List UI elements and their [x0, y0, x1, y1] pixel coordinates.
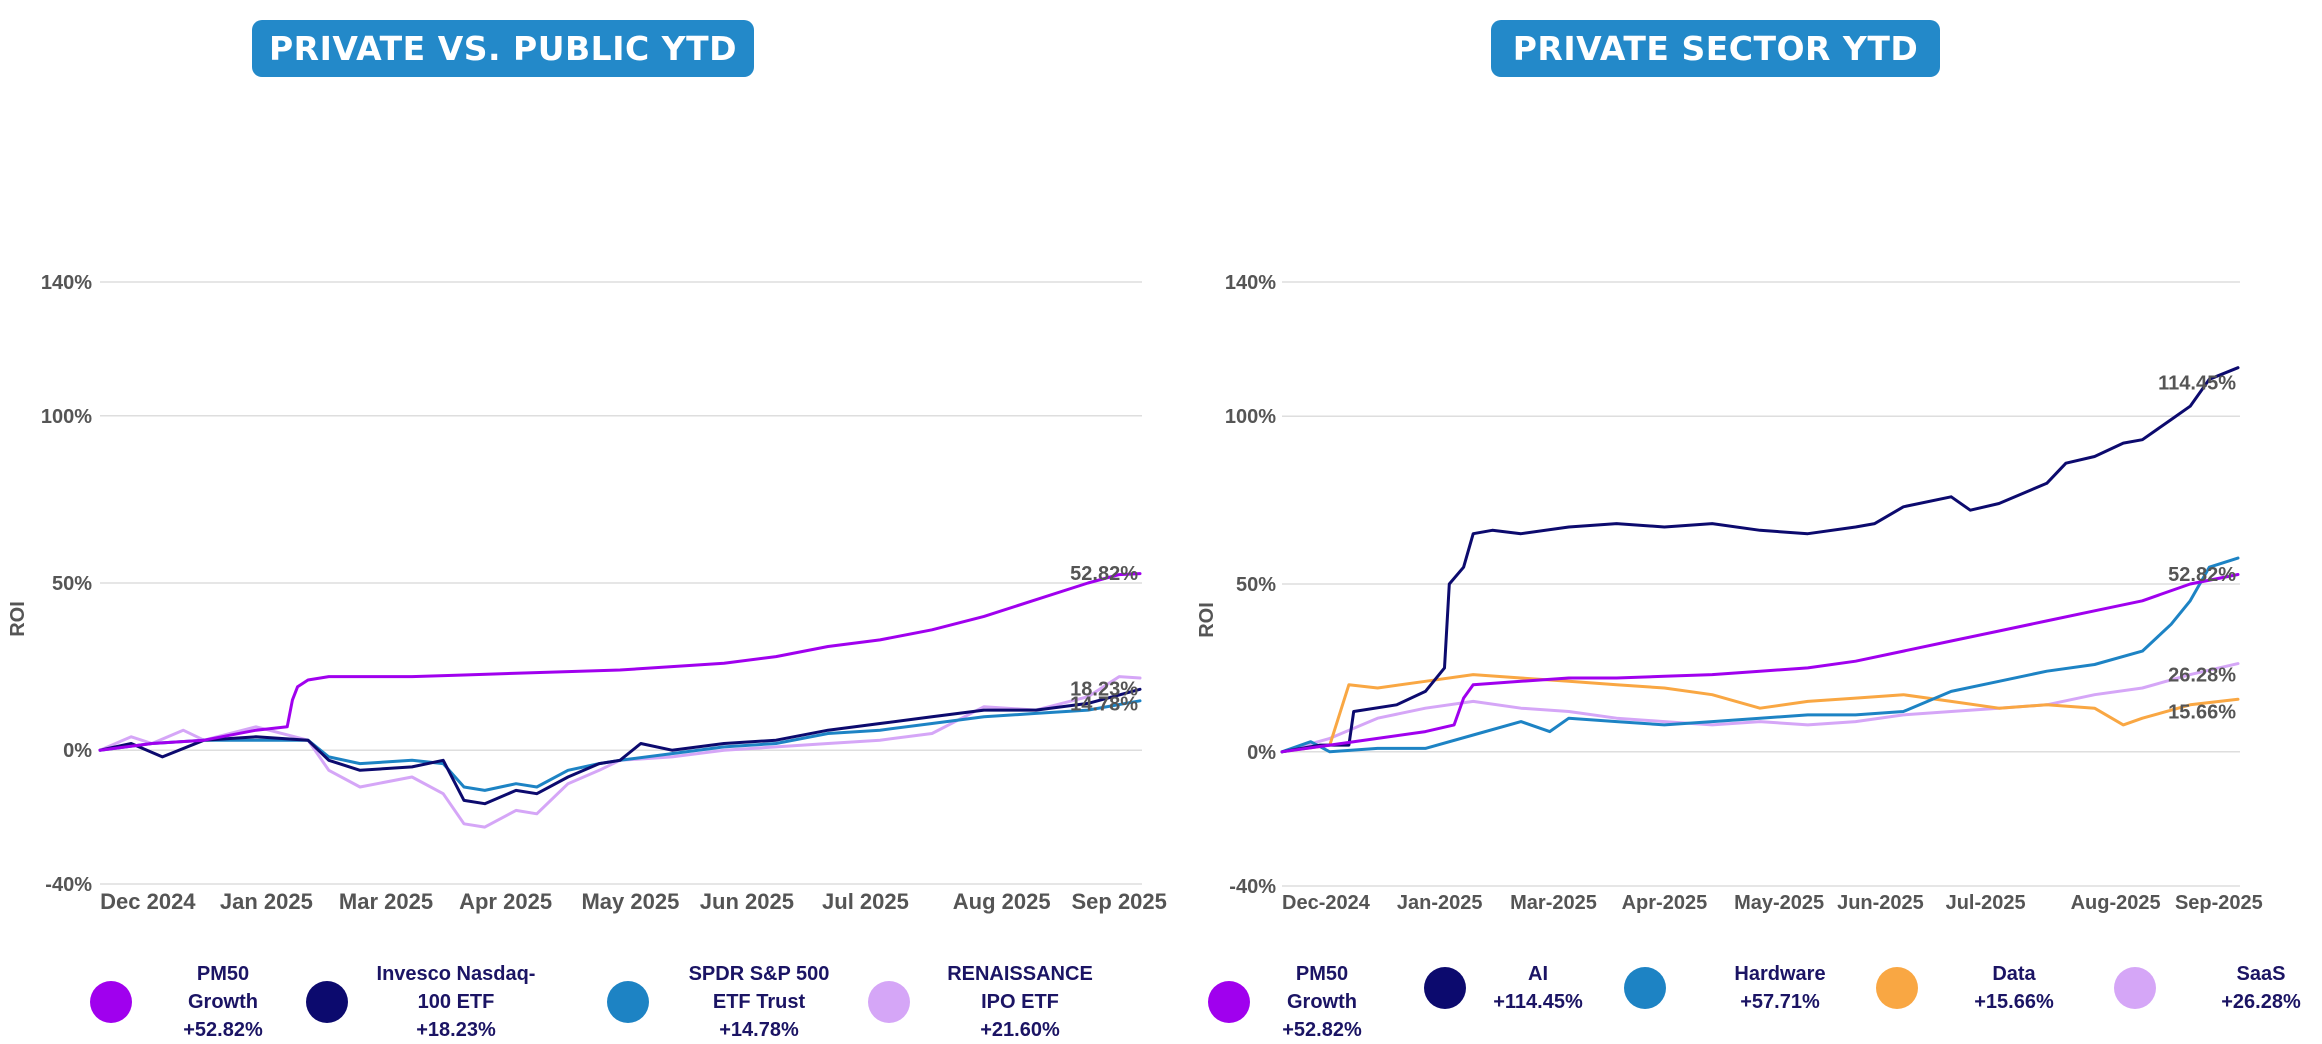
y-tick-label: 50% [1236, 574, 1276, 596]
x-tick-label: Jun-2025 [1837, 892, 1924, 914]
legend-value: +14.78% [719, 1019, 799, 1041]
x-tick-label: Jan-2025 [1397, 892, 1483, 914]
end-value-label: 26.28% [2168, 665, 2236, 687]
legend-left-spdr: SPDR S&P 500 ETF Trust +14.78% [607, 960, 859, 1044]
x-tick-label: Apr-2025 [1622, 892, 1708, 914]
legend-line: Growth [1287, 991, 1357, 1013]
series-line-spdr-s-p-500-etf-trust [98, 699, 1142, 792]
legend-value: +18.23% [416, 1019, 496, 1041]
legend-line: PM50 [1295, 963, 1349, 985]
legend-value: +21.60% [980, 1019, 1060, 1041]
legend-dot [2114, 967, 2156, 1009]
series-line-pm50-growth [98, 572, 1142, 752]
end-value-label: 15.66% [2168, 702, 2236, 724]
series-line-ai [1280, 366, 2240, 754]
x-tick-label: Mar-2025 [1510, 892, 1597, 914]
x-tick-label: Jul 2025 [822, 889, 909, 914]
series-line-saas [1280, 662, 2240, 754]
legend-line: Data [1992, 963, 2036, 985]
legend-line: IPO ETF [981, 991, 1059, 1013]
legend-dot [1624, 967, 1666, 1009]
end-value-label: 52.82% [2168, 564, 2236, 586]
legend-dot [306, 981, 348, 1023]
legend-line: RENAISSANCE [947, 963, 1093, 985]
y-tick-label: -40% [1229, 876, 1276, 898]
y-tick-label: 140% [41, 272, 92, 294]
legend-dot [868, 981, 910, 1023]
legend-right-saas: SaaS +26.28% [2114, 960, 2316, 1016]
legend-line: PM50 [196, 963, 250, 985]
legend-value: +52.82% [1282, 1019, 1362, 1041]
x-tick-label: Sep 2025 [1071, 889, 1166, 914]
y-tick-label: 0% [1247, 742, 1276, 764]
x-tick-label: Jul-2025 [1946, 892, 2026, 914]
legend-right-data: Data +15.66% [1876, 960, 2074, 1016]
legend-right-pm50: PM50 Growth +52.82% [1208, 960, 1382, 1044]
legend-dot [1876, 967, 1918, 1009]
y-tick-label: -40% [45, 874, 92, 896]
series-line-hardware [1280, 556, 2240, 754]
legend-right-hardware: Hardware +57.71% [1624, 960, 1850, 1016]
x-tick-label: May-2025 [1734, 892, 1824, 914]
legend-line: 100 ETF [417, 991, 495, 1013]
legend-left-invesco: Invesco Nasdaq- 100 ETF +18.23% [306, 960, 556, 1044]
left-chart-title: PRIVATE VS. PUBLIC YTD ROI [252, 20, 754, 125]
legend-line: Invesco Nasdaq- [376, 963, 536, 985]
legend-right-ai: AI +114.45% [1424, 960, 1598, 1016]
y-tick-label: 100% [1225, 406, 1276, 428]
y-tick-label: 140% [1225, 272, 1276, 294]
x-tick-label: Jan 2025 [220, 889, 313, 914]
series-line-invesco-nasdaq-100-etf [98, 687, 1142, 806]
right-chart-title: PRIVATE SECTOR YTD ROI [1491, 20, 1940, 125]
legend-value: +15.66% [1974, 991, 2054, 1013]
legend-line: Growth [188, 991, 258, 1013]
legend-dot [90, 981, 132, 1023]
legend-line: ETF Trust [712, 991, 806, 1013]
x-tick-label: Aug-2025 [2071, 892, 2161, 914]
legend-line: SPDR S&P 500 [688, 963, 830, 985]
x-tick-label: May 2025 [581, 889, 679, 914]
end-value-label: 52.82% [1070, 563, 1138, 585]
end-value-label: 114.45% [2158, 373, 2236, 395]
end-value-label: 18.23% [1070, 678, 1138, 700]
y-axis-label: ROI [1196, 602, 1218, 638]
legend-value: +57.71% [1740, 991, 1820, 1013]
series-line-pm50-growth [1280, 573, 2240, 754]
legend-value: +52.82% [183, 1019, 263, 1041]
y-tick-label: 100% [41, 406, 92, 428]
legend-dot [1424, 967, 1466, 1009]
legend-line: SaaS [2236, 963, 2286, 985]
legend-value: +114.45% [1493, 991, 1583, 1013]
x-tick-label: Apr 2025 [459, 889, 552, 914]
x-tick-label: Dec 2024 [100, 889, 196, 914]
x-tick-label: Aug 2025 [953, 889, 1051, 914]
x-tick-label: Mar 2025 [339, 889, 433, 914]
y-tick-label: 0% [63, 740, 92, 762]
series-line-data [1280, 673, 2240, 754]
legend-left-pm50: PM50 Growth +52.82% [90, 960, 308, 1044]
y-axis-label: ROI [7, 601, 29, 637]
legend-dot [607, 981, 649, 1023]
x-tick-label: Jun 2025 [700, 889, 794, 914]
legend-dot [1208, 981, 1250, 1023]
y-tick-label: 50% [52, 573, 92, 595]
end-value-label: 14.78% [1070, 693, 1138, 715]
series-line-renaissance-ipo-etf [98, 675, 1142, 829]
legend-left-renaissance: RENAISSANCE IPO ETF +21.60% [868, 960, 1120, 1044]
x-tick-label: Dec-2024 [1282, 892, 1371, 914]
legend-line: AI [1528, 963, 1548, 985]
legend-value: +26.28% [2221, 991, 2301, 1013]
legend-line: Hardware [1734, 963, 1826, 985]
x-tick-label: Sep-2025 [2175, 892, 2263, 914]
